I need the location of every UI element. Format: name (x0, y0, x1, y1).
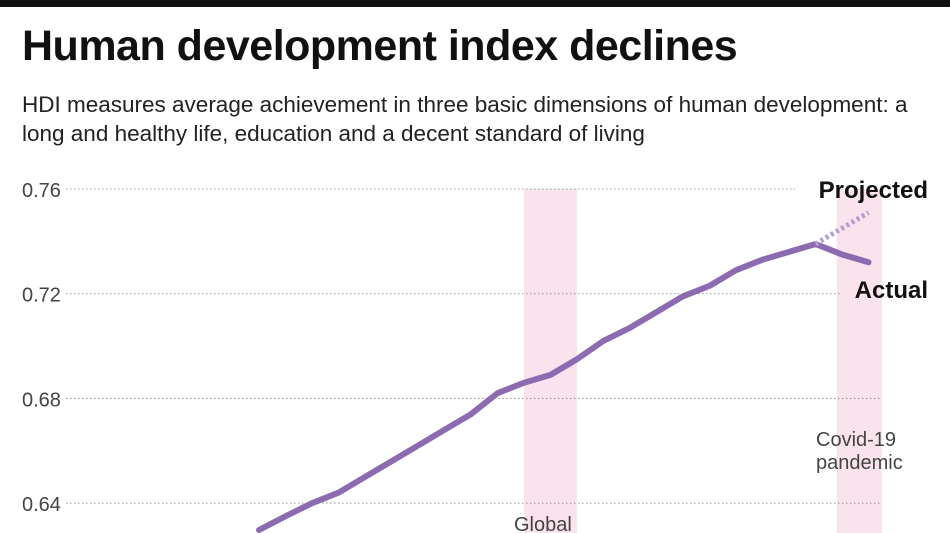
page-title: Human development index declines (22, 22, 738, 70)
annotation-global: Global (514, 514, 572, 533)
top-bar (0, 0, 950, 7)
y-tick-label: 0.68 (22, 389, 61, 411)
series-label-projected: Projected (819, 177, 928, 204)
annotation-covid-line2: pandemic (816, 452, 903, 474)
series-line-actual (256, 240, 872, 533)
annotation-covid-line1: Covid-19 (816, 429, 896, 451)
y-tick-label: 0.72 (22, 285, 61, 307)
subtitle: HDI measures average achievement in thre… (22, 92, 908, 146)
series-label-actual: Actual (855, 277, 928, 304)
shaded-band-1 (836, 189, 882, 533)
series-line-projected (814, 210, 870, 247)
y-tick-label: 0.76 (22, 180, 61, 202)
y-tick-label: 0.64 (22, 494, 61, 516)
